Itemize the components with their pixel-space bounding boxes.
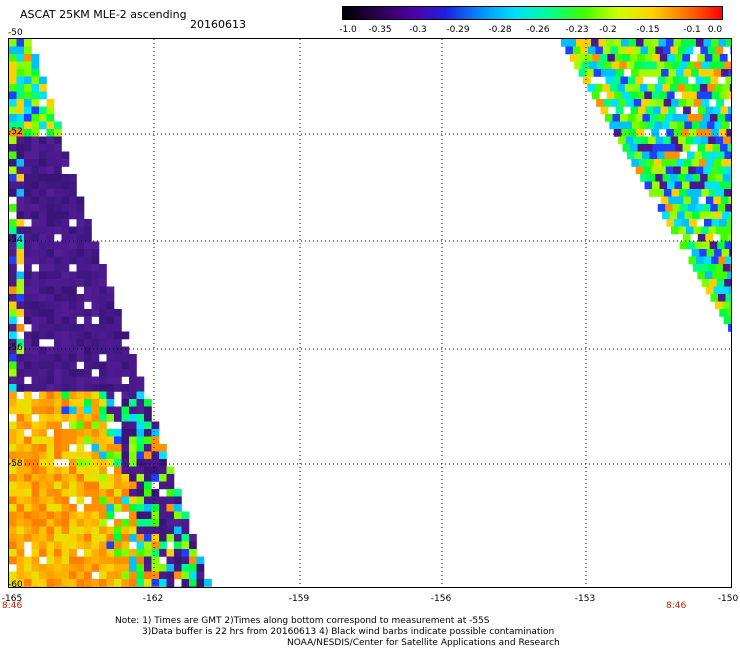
right-swath <box>561 39 731 332</box>
colorbar-gradient <box>343 7 722 19</box>
colorbar-label: 0.0 <box>707 25 723 35</box>
colorbar-label: -0.3 <box>409 25 427 35</box>
colorbar-labels: -1.0 -0.35 -0.3 -0.29 -0.28 -0.26 -0.23 … <box>330 25 730 37</box>
colorbar-label: -0.15 <box>636 25 660 35</box>
lat-label: -56 <box>8 343 23 353</box>
colorbar-label: -1.0 <box>339 25 357 35</box>
lat-label: -50 <box>8 28 23 38</box>
time-label-right: 8:46 <box>666 601 687 611</box>
colorbar <box>342 6 723 20</box>
note-line-3: NOAA/NESDIS/Center for Satellite Applica… <box>287 638 560 648</box>
swath-map <box>9 39 731 587</box>
time-label-left: 8:46 <box>2 601 23 611</box>
lat-label: -52 <box>8 127 23 137</box>
lon-label: -162 <box>142 594 164 604</box>
lon-label: -150 <box>717 594 739 604</box>
colorbar-label: -0.23 <box>565 25 589 35</box>
colorbar-label: -0.26 <box>526 25 550 35</box>
lon-label: -165 <box>1 594 23 604</box>
colorbar-fill <box>343 7 722 19</box>
footnotes: Note: 1) Times are GMT 2)Times along bot… <box>115 616 560 649</box>
lon-label: -156 <box>430 594 452 604</box>
lat-label: -58 <box>8 459 23 469</box>
grid-lines <box>9 39 731 587</box>
chart-date: 20160613 <box>190 18 246 31</box>
colorbar-label: -0.2 <box>599 25 617 35</box>
colorbar-label: -0.28 <box>488 25 512 35</box>
note-line-2: 3)Data buffer is 22 hrs from 20160613 4)… <box>142 627 555 637</box>
lon-label: -159 <box>288 594 310 604</box>
note-line-1: Note: 1) Times are GMT 2)Times along bot… <box>115 616 490 626</box>
map-plot[interactable] <box>8 38 732 588</box>
left-swath <box>9 39 212 587</box>
lat-label: -60 <box>8 580 23 590</box>
lon-label: -153 <box>574 594 596 604</box>
colorbar-label: -0.29 <box>446 25 470 35</box>
colorbar-label: -0.35 <box>368 25 392 35</box>
colorbar-label: -0.1 <box>683 25 701 35</box>
lat-label: -54 <box>8 235 23 245</box>
chart-title: ASCAT 25KM MLE-2 ascending <box>20 8 187 21</box>
